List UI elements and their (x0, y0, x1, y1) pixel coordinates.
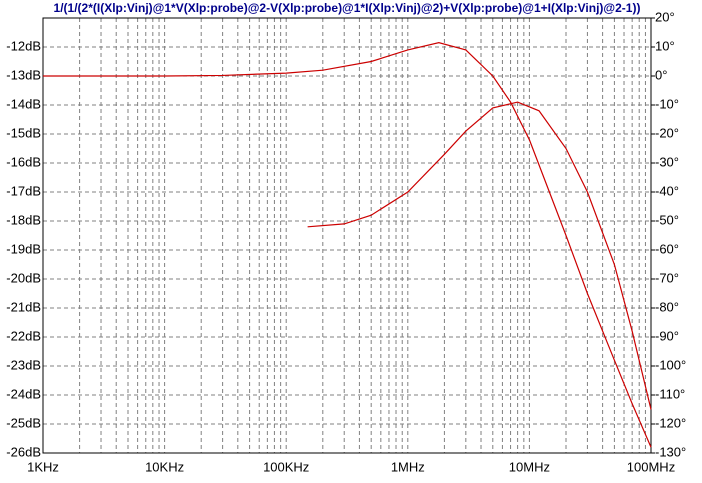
x-tick-label: 100MHz (627, 459, 675, 474)
y2-tick-label: -120° (655, 415, 686, 430)
y2-tick-label: -110° (655, 386, 685, 401)
y2-tick-label: -30° (655, 154, 679, 169)
y-tick-label: -26dB (6, 444, 41, 459)
y-tick-label: -16dB (6, 154, 41, 169)
y-tick-label: -22dB (6, 328, 41, 343)
y2-tick-label: 10° (655, 38, 675, 53)
y-tick-label: -12dB (6, 38, 41, 53)
y-tick-label: -15dB (6, 125, 41, 140)
y-tick-label: -14dB (6, 96, 41, 111)
y2-tick-label: 0° (655, 67, 667, 82)
y2-tick-label: -100° (655, 357, 686, 372)
y-tick-label: -21dB (6, 299, 41, 314)
y-tick-label: -25dB (6, 415, 41, 430)
y-tick-label: -18dB (6, 212, 41, 227)
series-line (43, 42, 652, 448)
y2-tick-label: -130° (655, 444, 686, 459)
y-tick-label: -24dB (6, 386, 41, 401)
plot-frame (42, 17, 652, 454)
x-tick-label: 1MHz (391, 459, 425, 474)
y2-tick-label: -20° (655, 125, 679, 140)
x-tick-label: 10MHz (509, 459, 550, 474)
y2-tick-label: -10° (655, 96, 679, 111)
chart-title: 1/(1/(2*(I(Xlp:Vinj)@1*V(Xlp:probe)@2-V(… (54, 1, 641, 15)
y2-tick-label: 20° (655, 9, 675, 24)
x-tick-label: 1KHz (27, 459, 59, 474)
x-tick-label: 100KHz (263, 459, 309, 474)
y-tick-label: -13dB (6, 67, 41, 82)
y-tick-label: -19dB (6, 241, 41, 256)
x-tick-label: 10KHz (145, 459, 184, 474)
y2-tick-label: -70° (655, 270, 679, 285)
y2-tick-label: -90° (655, 328, 679, 343)
y2-tick-label: -60° (655, 241, 679, 256)
y2-tick-label: -40° (655, 183, 679, 198)
y2-tick-label: -80° (655, 299, 679, 314)
y-tick-label: -20dB (6, 270, 41, 285)
y2-tick-label: -50° (655, 212, 679, 227)
y-tick-label: -17dB (6, 183, 41, 198)
y-tick-label: -23dB (6, 357, 41, 372)
series-line (307, 101, 652, 410)
